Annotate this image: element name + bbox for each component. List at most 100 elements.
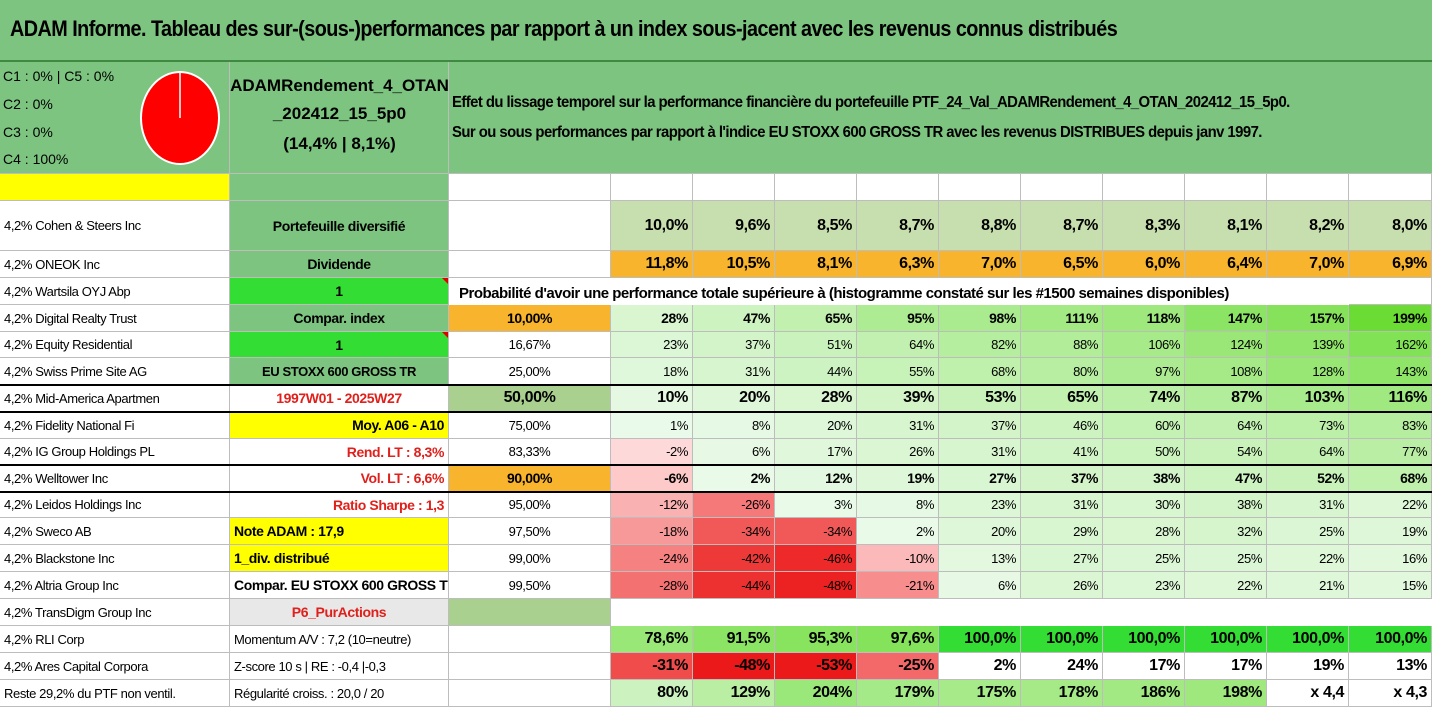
parameter-cell: 1 (230, 332, 449, 358)
description-box: Effet du lissage temporel sur la perform… (449, 62, 1432, 174)
prob-value: 52% (1267, 465, 1349, 492)
minimum-value: 24% (1021, 653, 1103, 680)
maximum-value: 175% (939, 680, 1021, 707)
prob-value: -48% (775, 572, 857, 599)
minimum-value: 17% (1185, 653, 1267, 680)
positives-value: 78,6% (611, 626, 693, 653)
holding-row: 4,2% Blackstone Inc (0, 545, 230, 572)
minimum-value: 13% (1349, 653, 1432, 680)
prob-value: -24% (611, 545, 693, 572)
allocation-line-3: C3 : 0% (3, 124, 53, 140)
prob-value: 22% (1185, 572, 1267, 599)
minimum-value: 2% (939, 653, 1021, 680)
vol-value: 10,5% (693, 251, 775, 278)
holding-row: 4,2% Leidos Holdings Inc (0, 492, 230, 518)
header-ptf-count (0, 174, 230, 201)
vol-value: 6,5% (1021, 251, 1103, 278)
prob-threshold: 97,50% (449, 518, 611, 545)
prob-value: 111% (1021, 305, 1103, 332)
prob-threshold: 99,00% (449, 545, 611, 572)
maximum-value: 186% (1103, 680, 1185, 707)
prob-value: 55% (857, 358, 939, 385)
allocation-box: C1 : 0% | C5 : 0% C2 : 0% C3 : 0% C4 : 1… (0, 62, 230, 174)
prob-value: 23% (611, 332, 693, 358)
parameter-cell: Compar. EU STOXX 600 GROSS TR (230, 572, 449, 599)
minimum-value: 19% (1267, 653, 1349, 680)
prob-value: 23% (939, 492, 1021, 518)
maximum-label (449, 680, 611, 707)
prob-value: 38% (1103, 465, 1185, 492)
prob-value: 82% (939, 332, 1021, 358)
prob-value: 19% (857, 465, 939, 492)
prob-value: 128% (1267, 358, 1349, 385)
positives-value: 100,0% (1267, 626, 1349, 653)
prob-value: 108% (1185, 358, 1267, 385)
prob-value: 2% (857, 518, 939, 545)
holding-row: 4,2% TransDigm Group Inc (0, 599, 230, 626)
prob-value: 27% (1021, 545, 1103, 572)
prob-value: 65% (775, 305, 857, 332)
parameter-cell: Rend. LT : 8,3% (230, 439, 449, 465)
holding-row: 4,2% Fidelity National Fi (0, 412, 230, 439)
prob-value: 20% (693, 385, 775, 412)
minimum-value: 17% (1103, 653, 1185, 680)
allocation-pie-chart (140, 71, 220, 165)
prob-value: 37% (939, 412, 1021, 439)
portfolio-return-vol: (14,4% | 8,1%) (283, 134, 396, 153)
prob-value: -10% (857, 545, 939, 572)
maximum-value: x 4,3 (1349, 680, 1432, 707)
prob-value: -18% (611, 518, 693, 545)
maximum-value: 204% (775, 680, 857, 707)
parameter-cell: Régularité croiss. : 20,0 / 20 (230, 680, 449, 707)
vol-value: 8,1% (775, 251, 857, 278)
prob-value: 77% (1349, 439, 1432, 465)
prob-value: 26% (1021, 572, 1103, 599)
prob-value: 10% (611, 385, 693, 412)
rend-value: 8,8% (939, 201, 1021, 251)
portfolio-name-line-2: _202412_15_5p0 (272, 104, 407, 123)
holding-row: 4,2% ONEOK Inc (0, 251, 230, 278)
prob-value: 6% (939, 572, 1021, 599)
prob-value: 53% (939, 385, 1021, 412)
prob-value: 15% (1349, 572, 1432, 599)
prob-value: 31% (693, 358, 775, 385)
header-year-10 (1349, 174, 1432, 201)
rend-label (449, 201, 611, 251)
prob-value: 65% (1021, 385, 1103, 412)
prob-value: -42% (693, 545, 775, 572)
prob-value: 1% (611, 412, 693, 439)
holding-row: 4,2% Mid-America Apartmen (0, 385, 230, 412)
vol-value: 6,9% (1349, 251, 1432, 278)
prob-value: 106% (1103, 332, 1185, 358)
prob-value: 87% (1185, 385, 1267, 412)
prob-value: 162% (1349, 332, 1432, 358)
prob-value: 16% (1349, 545, 1432, 572)
prob-value: 74% (1103, 385, 1185, 412)
header-year-9 (1267, 174, 1349, 201)
prob-value: 37% (693, 332, 775, 358)
positives-value: 91,5% (693, 626, 775, 653)
holding-row: 4,2% Welltower Inc (0, 465, 230, 492)
prob-value: 64% (1185, 412, 1267, 439)
prob-value: 8% (693, 412, 775, 439)
holding-row: 4,2% Digital Realty Trust (0, 305, 230, 332)
prob-value: 68% (939, 358, 1021, 385)
vol-label (449, 251, 611, 278)
prob-value: 124% (1185, 332, 1267, 358)
prob-value: 18% (611, 358, 693, 385)
vol-value: 6,3% (857, 251, 939, 278)
prob-value: 2% (693, 465, 775, 492)
holding-row: Reste 29,2% du PTF non ventil. (0, 680, 230, 707)
header-year-7 (1103, 174, 1185, 201)
row-separator (0, 491, 1432, 493)
prob-threshold: 99,50% (449, 572, 611, 599)
allocation-line-4: C4 : 100% (3, 151, 69, 167)
prob-value: 39% (857, 385, 939, 412)
prob-value: -34% (693, 518, 775, 545)
header-year-5 (939, 174, 1021, 201)
prob-value: -34% (775, 518, 857, 545)
prob-value: 28% (611, 305, 693, 332)
rend-value: 8,3% (1103, 201, 1185, 251)
positives-value: 95,3% (775, 626, 857, 653)
vol-value: 6,4% (1185, 251, 1267, 278)
